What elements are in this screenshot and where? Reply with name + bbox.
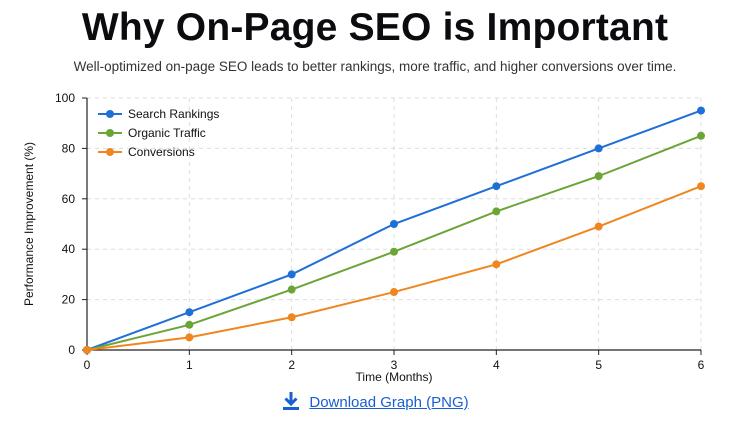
data-point-organic-traffic — [185, 320, 194, 329]
y-tick-label: 40 — [62, 242, 76, 256]
chart-legend: Search Rankings Organic Traffic Conversion… — [98, 107, 219, 159]
data-point-organic-traffic — [287, 285, 296, 294]
data-point-conversions — [492, 260, 501, 269]
data-point-conversions — [594, 222, 603, 231]
data-point-organic-traffic — [594, 172, 603, 181]
legend-item-conversions: Conversions — [98, 145, 195, 159]
legend-swatch-marker — [106, 148, 114, 156]
data-point-search-rankings — [492, 182, 501, 191]
legend-swatch-marker — [106, 110, 114, 118]
x-tick-label: 0 — [84, 358, 91, 372]
data-point-search-rankings — [390, 220, 398, 228]
axis-ticks: 0 20 40 60 80 100 0 1 2 3 4 5 6 — [55, 91, 705, 372]
y-tick-label: 100 — [55, 91, 75, 105]
x-tick-label: 4 — [493, 358, 500, 372]
x-tick-label: 3 — [391, 358, 398, 372]
page-title: Why On-Page SEO is Important — [81, 6, 669, 49]
data-point-conversions — [390, 288, 398, 297]
y-tick-label: 20 — [62, 293, 76, 307]
data-point-search-rankings — [594, 144, 603, 153]
y-tick-label: 80 — [62, 141, 76, 155]
chart-series — [83, 106, 705, 354]
download-graph-link[interactable]: Download Graph (PNG) — [281, 392, 469, 411]
data-point-organic-traffic — [697, 131, 705, 140]
download-icon — [281, 391, 301, 418]
x-tick-label: 5 — [595, 358, 602, 372]
y-axis-label: Performance Improvement (%) — [22, 142, 36, 306]
data-point-search-rankings — [185, 308, 194, 317]
x-tick-label: 1 — [186, 358, 193, 372]
data-point-conversions — [697, 182, 705, 191]
y-tick-label: 60 — [62, 192, 76, 206]
legend-swatch-marker — [106, 129, 114, 137]
x-axis-label: Time (Months) — [356, 370, 433, 384]
page-subtitle: Well-optimized on-page SEO leads to bett… — [73, 59, 677, 74]
download-graph-label: Download Graph (PNG) — [309, 394, 469, 411]
data-point-search-rankings — [697, 106, 705, 115]
legend-label: Search Rankings — [128, 107, 219, 121]
download-area: Download Graph (PNG) — [0, 391, 750, 418]
data-point-conversions — [287, 313, 296, 322]
data-point-organic-traffic — [390, 247, 398, 256]
x-tick-label: 2 — [288, 358, 295, 372]
data-point-organic-traffic — [492, 207, 501, 216]
legend-item-organic-traffic: Organic Traffic — [98, 126, 206, 140]
legend-label: Organic Traffic — [128, 126, 206, 140]
data-point-conversions — [185, 333, 194, 342]
data-point-conversions — [83, 346, 91, 354]
data-point-search-rankings — [287, 270, 296, 279]
legend-label: Conversions — [128, 145, 195, 159]
series-conversions — [83, 182, 705, 354]
x-tick-label: 6 — [698, 358, 705, 372]
legend-item-search-rankings: Search Rankings — [98, 107, 219, 121]
y-tick-label: 0 — [68, 343, 75, 357]
